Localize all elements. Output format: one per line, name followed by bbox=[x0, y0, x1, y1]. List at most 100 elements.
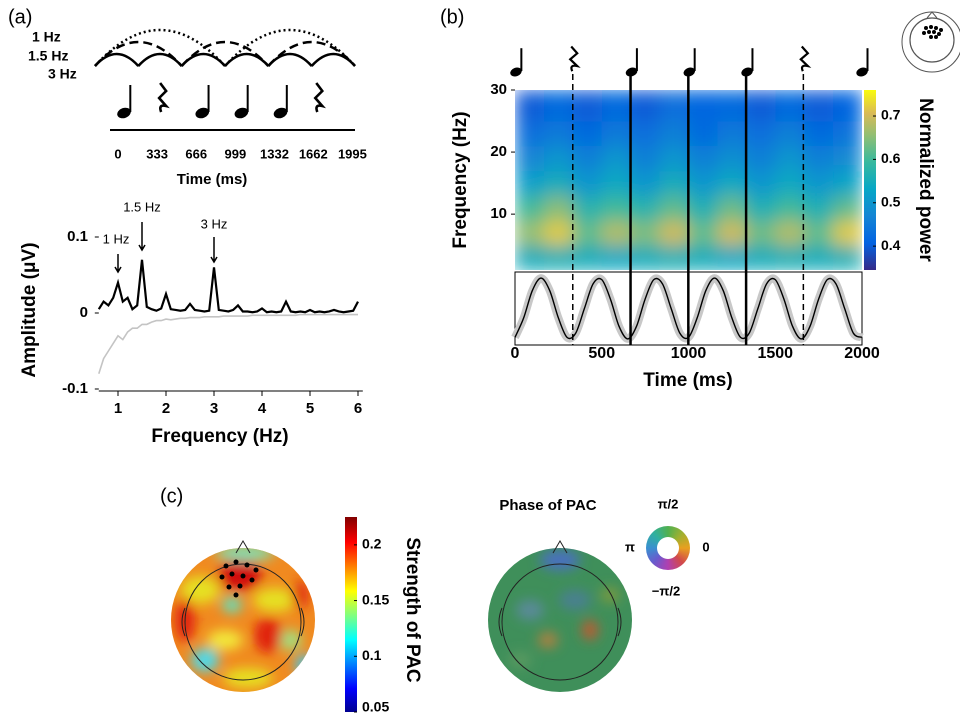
rest bbox=[157, 82, 170, 113]
rhythm-curve bbox=[94, 52, 356, 67]
y-tick-label: 30 bbox=[490, 81, 507, 98]
note bbox=[856, 48, 869, 77]
heatmap-cell bbox=[601, 195, 632, 221]
heatmap-cell bbox=[630, 170, 661, 197]
panel-c: (c) 0.05 0.1 0.15 0.2 Strength of PAC Phase of… bbox=[160, 485, 710, 714]
heatmap-cell bbox=[601, 90, 632, 122]
note-head bbox=[195, 107, 210, 119]
note bbox=[625, 48, 638, 77]
y-tick-label: 20 bbox=[490, 143, 507, 160]
heatmap-cell bbox=[515, 170, 545, 197]
note bbox=[273, 85, 288, 119]
heatmap-cell bbox=[688, 245, 718, 270]
colorbar-tick-label: 0.2 bbox=[362, 536, 382, 552]
heatmap-cell bbox=[775, 220, 805, 246]
heatmap-cell bbox=[572, 245, 603, 270]
annotation: 3 Hz bbox=[201, 216, 228, 231]
phase-title: Phase of PAC bbox=[499, 497, 596, 514]
note-head bbox=[510, 67, 522, 77]
heatmap-cell bbox=[515, 245, 545, 270]
colorbar-tick-label: 0.05 bbox=[362, 699, 389, 715]
note-head bbox=[234, 107, 249, 119]
heatmap-cell bbox=[601, 145, 632, 172]
heatmap-cell bbox=[688, 220, 718, 246]
y-tick-label: -0.1 bbox=[62, 380, 88, 397]
heatmap-cell bbox=[833, 145, 862, 172]
x-tick-label: 2 bbox=[162, 400, 170, 417]
note bbox=[117, 85, 132, 119]
heatmap-cell bbox=[659, 145, 689, 172]
heatmap-cell bbox=[688, 90, 718, 122]
heatmap-cell bbox=[833, 90, 862, 122]
x-tick-label: 2000 bbox=[844, 345, 880, 362]
heatmap-cell bbox=[746, 145, 776, 172]
heatmap-cell bbox=[775, 195, 805, 221]
spectrum: 1 2 3 4 5 6 -0.1 0 0.1 1 Hz 1.5 Hz 3 Hz Frequency (H… bbox=[19, 199, 363, 447]
colorbar-tick-label: 0.6 bbox=[881, 150, 901, 166]
note-head bbox=[683, 67, 696, 77]
heatmap-cell bbox=[775, 245, 805, 270]
y-tick-label: 0 bbox=[80, 304, 88, 321]
x-tick-label: 333 bbox=[146, 146, 168, 161]
x-tick-label: 1332 bbox=[260, 146, 289, 161]
x-tick-label: 1662 bbox=[299, 146, 328, 161]
heatmap-cell bbox=[746, 170, 776, 197]
heatmap-cell bbox=[659, 170, 689, 197]
heatmap-cell bbox=[804, 90, 834, 122]
note-head bbox=[741, 67, 753, 77]
x-tick-label: 666 bbox=[185, 146, 207, 161]
electrodes bbox=[219, 559, 259, 598]
note-head bbox=[273, 107, 288, 119]
heatmap-cell bbox=[833, 121, 862, 147]
note bbox=[510, 48, 523, 77]
x-axis-label: Time (ms) bbox=[643, 370, 732, 391]
head-outline bbox=[498, 540, 622, 681]
colorbar bbox=[864, 90, 876, 270]
head-outline bbox=[181, 540, 305, 681]
heatmap-cell bbox=[833, 195, 862, 221]
heatmap-cell bbox=[659, 245, 689, 270]
heatmap-cell bbox=[833, 245, 862, 270]
heatmap-cell bbox=[688, 195, 718, 221]
heatmap-cell bbox=[572, 220, 603, 246]
heatmap-cell bbox=[688, 145, 718, 172]
colorbar-tick-label: 0.1 bbox=[362, 647, 382, 663]
spectrum-line bbox=[98, 313, 358, 375]
heatmap-cell bbox=[572, 170, 603, 197]
heatmap-cell bbox=[630, 90, 661, 122]
heatmap-cell bbox=[717, 145, 747, 172]
annotation: 1.5 Hz bbox=[123, 199, 161, 214]
x-tick-label: 4 bbox=[258, 400, 267, 417]
heatmap-cell bbox=[572, 121, 603, 147]
colorbar-label: Normalized power bbox=[915, 98, 936, 262]
colorbar bbox=[345, 517, 357, 712]
x-tick-label: 3 bbox=[210, 400, 218, 417]
wheel-label: −π/2 bbox=[652, 583, 680, 598]
curve-label: 1.5 Hz bbox=[28, 48, 68, 64]
x-axis-label: Time (ms) bbox=[177, 171, 248, 188]
y-axis-label: Amplitude (μV) bbox=[19, 242, 40, 377]
heatmap-cell bbox=[515, 145, 545, 172]
heatmap-cell bbox=[717, 90, 747, 122]
note bbox=[195, 85, 210, 119]
heatmap-cell bbox=[601, 121, 632, 147]
colorbar-label: Strength of PAC bbox=[402, 537, 423, 683]
pac-strength-map bbox=[171, 548, 315, 692]
heatmap-cell bbox=[746, 121, 776, 147]
colorbar-tick-label: 0.5 bbox=[881, 193, 901, 209]
x-tick-label: 0 bbox=[114, 146, 121, 161]
heatmap-cell bbox=[804, 220, 834, 246]
x-axis-label: Frequency (Hz) bbox=[151, 426, 288, 447]
heatmap-cell bbox=[659, 195, 689, 221]
heatmap-cell bbox=[775, 145, 805, 172]
heatmap-cell bbox=[746, 220, 776, 246]
note-head bbox=[625, 67, 638, 77]
heatmap-cell bbox=[775, 121, 805, 147]
heatmap-cell bbox=[717, 245, 747, 270]
heatmap-cell bbox=[804, 170, 834, 197]
heatmap-cell bbox=[688, 121, 718, 147]
panel-a: (a)1 Hz 1.5 Hz 3 Hz 0 333 666 999 1332 1662 1995 T… bbox=[8, 6, 367, 188]
heatmap-cell bbox=[572, 145, 603, 172]
